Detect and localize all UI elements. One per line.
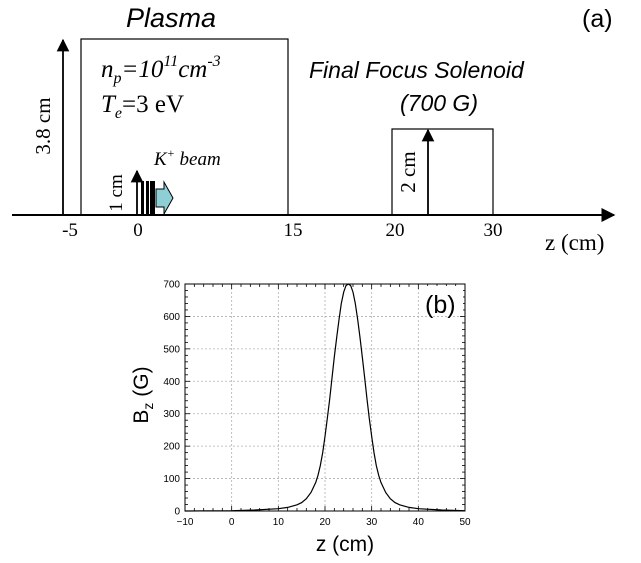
- y-tick-label: 200: [163, 442, 180, 453]
- panel-b-label: (b): [425, 291, 456, 319]
- x-tick-label: 10: [273, 517, 285, 528]
- x-tick-label: 30: [366, 517, 378, 528]
- y-axis-label: Bz (G): [130, 366, 156, 423]
- beam-height-label: 1 cm: [106, 174, 127, 212]
- x-tick-label: 20: [319, 517, 331, 528]
- panel-a-schematic: 3.8 cm Plasma (a) np=1011cm-3 Te=3 eV 1 …: [12, 3, 616, 255]
- tick-label: 20: [386, 220, 405, 241]
- grid-layer: [185, 284, 465, 511]
- tick-label: 15: [284, 220, 303, 241]
- y-tick-label: 0: [174, 507, 180, 518]
- bz-curve: [184, 283, 466, 512]
- electron-temperature: Te=3 eV: [101, 91, 184, 122]
- beam-bunch: [141, 180, 174, 216]
- solenoid-field: (700 G): [400, 90, 478, 116]
- solenoid-region: [391, 128, 494, 216]
- plasma-title: Plasma: [126, 3, 216, 33]
- panel-a-label: (a): [582, 5, 613, 33]
- beam-label: K+ beam: [153, 146, 221, 170]
- y-tick-label: 700: [163, 280, 180, 291]
- x-tick-label: 50: [459, 517, 471, 528]
- y-tick-label: 400: [163, 377, 180, 388]
- tick-label: -5: [62, 220, 78, 241]
- panel-b-label-bg: [423, 286, 463, 316]
- tick-label: 30: [484, 220, 503, 241]
- x-tick-label: 40: [413, 517, 425, 528]
- plasma-region: [80, 38, 289, 216]
- y-tick-label: 600: [163, 312, 180, 323]
- x-tick-label: 0: [229, 517, 235, 528]
- solenoid-height-label: 2 cm: [396, 151, 420, 192]
- x-axis-label: z (cm): [316, 533, 374, 556]
- plasma-density: np=1011cm-3: [101, 53, 221, 87]
- y-tick-label: 500: [163, 344, 180, 355]
- tick-label: 0: [133, 220, 143, 241]
- beam-direction-arrow: [155, 180, 174, 216]
- y-tick-label: 100: [163, 474, 180, 485]
- solenoid-title: Final Focus Solenoid: [309, 57, 525, 83]
- plasma-height-label: 3.8 cm: [31, 97, 55, 154]
- x-tick-label: −10: [177, 517, 194, 528]
- z-axis-label: z (cm): [545, 230, 604, 255]
- y-tick-label: 300: [163, 409, 180, 420]
- plot-frame: [184, 283, 466, 512]
